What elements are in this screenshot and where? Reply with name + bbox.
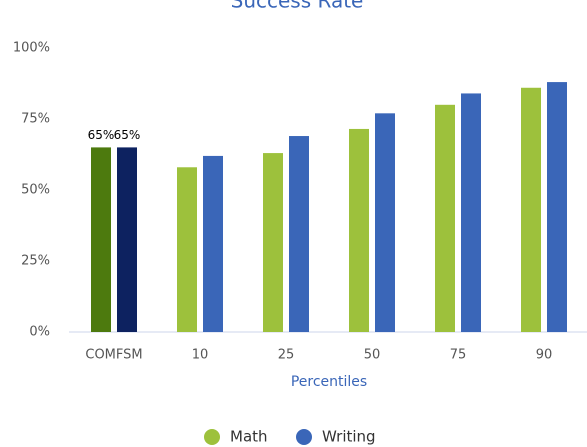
x-tick-label: COMFSM bbox=[85, 348, 142, 363]
legend-label: Math bbox=[230, 428, 268, 446]
bar bbox=[349, 128, 369, 332]
bar bbox=[375, 113, 395, 332]
bar bbox=[521, 87, 541, 332]
x-tick-label: 90 bbox=[536, 348, 553, 363]
bar bbox=[461, 93, 481, 332]
bar bbox=[263, 153, 283, 332]
legend-marker bbox=[296, 429, 312, 445]
x-tick-label: 75 bbox=[450, 348, 467, 363]
x-tick-label: 10 bbox=[192, 348, 209, 363]
bar bbox=[177, 167, 197, 332]
y-tick-label: 25% bbox=[21, 254, 50, 269]
x-tick-label: 25 bbox=[278, 348, 295, 363]
bar bbox=[91, 147, 111, 332]
y-tick-label: 100% bbox=[13, 41, 50, 56]
legend-marker bbox=[204, 429, 220, 445]
y-tick-label: 0% bbox=[29, 325, 50, 340]
y-tick-label: 50% bbox=[21, 183, 50, 198]
legend-label: Writing bbox=[322, 428, 376, 446]
y-tick-label: 75% bbox=[21, 112, 50, 127]
bar bbox=[203, 155, 223, 332]
data-label: 65% bbox=[114, 128, 141, 142]
bar bbox=[117, 147, 137, 332]
bar bbox=[289, 136, 309, 332]
bar bbox=[547, 82, 567, 332]
bar bbox=[435, 104, 455, 332]
x-axis-title: Percentiles bbox=[291, 374, 367, 390]
data-label: 65% bbox=[88, 128, 115, 142]
chart-title: Success Rate bbox=[231, 0, 364, 13]
x-tick-label: 50 bbox=[364, 348, 381, 363]
